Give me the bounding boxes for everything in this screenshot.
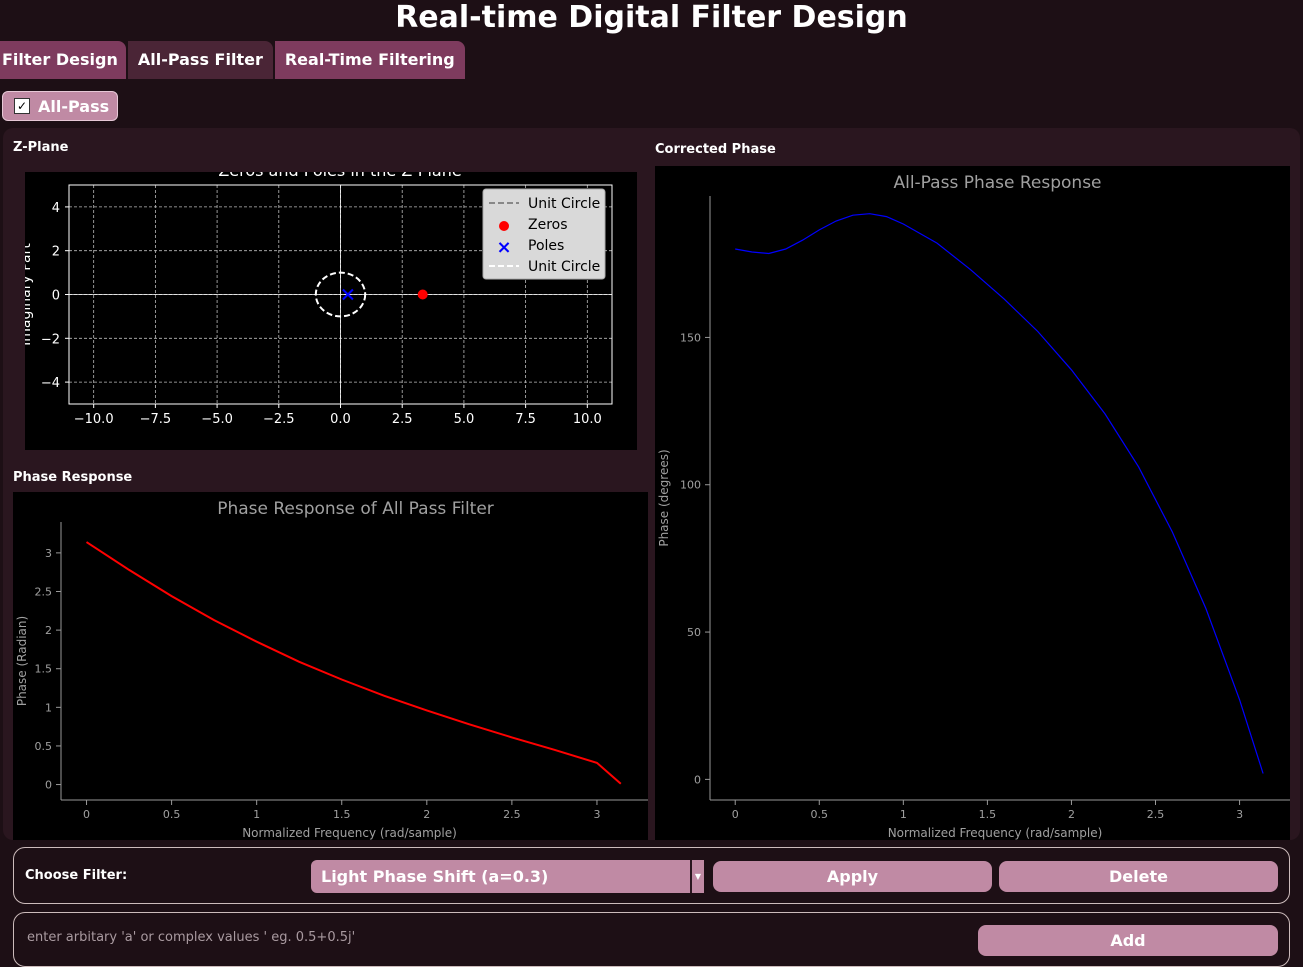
tab-real-time-filtering[interactable]: Real-Time Filtering bbox=[274, 41, 465, 79]
zplane-xtick-label: −7.5 bbox=[140, 412, 172, 427]
tab-bar: Filter Design All-Pass Filter Real-Time … bbox=[0, 41, 465, 79]
phase-ylabel: Phase (Radian) bbox=[15, 616, 29, 706]
corrected-xlabel: Normalized Frequency (rad/sample) bbox=[888, 826, 1103, 840]
custom-value-input[interactable]: enter arbitary 'a' or complex values ' e… bbox=[27, 930, 356, 945]
zplane-ytick-label: −2 bbox=[41, 332, 60, 347]
legend-zero-swatch bbox=[499, 221, 509, 231]
zplane-legend-box bbox=[482, 188, 606, 280]
phase-xtick-label: 3 bbox=[593, 808, 600, 821]
checkmark-icon: ✓ bbox=[14, 98, 30, 114]
corrected-ytick-label: 100 bbox=[680, 479, 701, 492]
corrected-xtick-label: 2 bbox=[1068, 808, 1075, 821]
all-pass-checkbox[interactable]: ✓ All-Pass bbox=[2, 91, 118, 121]
zplane-ylabel: Imaginary Part bbox=[25, 243, 34, 346]
phase-ytick-label: 2.5 bbox=[35, 586, 53, 599]
corrected-xtick-label: 0.5 bbox=[811, 808, 829, 821]
zplane-ytick-label: −4 bbox=[41, 376, 60, 391]
zplane-unit-circle bbox=[314, 271, 367, 318]
phase-ytick-label: 0 bbox=[45, 779, 52, 792]
add-button[interactable]: Add bbox=[978, 925, 1278, 956]
phase-title: Phase Response of All Pass Filter bbox=[217, 499, 494, 519]
phase-series-line bbox=[85, 541, 622, 785]
zplane-xtick-label: 0.0 bbox=[330, 412, 351, 427]
zplane-xtick-label: −5.0 bbox=[201, 412, 233, 427]
phase-section-label: Phase Response bbox=[13, 470, 133, 485]
corrected-title: All-Pass Phase Response bbox=[893, 173, 1101, 193]
zplane-xtick-label: −10.0 bbox=[74, 412, 114, 427]
phase-ytick-label: 3 bbox=[45, 547, 52, 560]
zplane-legend-entry: Unit Circle bbox=[528, 259, 600, 275]
zplane-legend-entry: Zeros bbox=[528, 217, 568, 233]
phase-plot[interactable]: Phase Response of All Pass Filter 0 0.5 1 1.… bbox=[13, 492, 648, 840]
corrected-xtick-label: 0 bbox=[732, 808, 739, 821]
zplane-zero-marker bbox=[417, 289, 428, 300]
zplane-xtick-label: 2.5 bbox=[392, 412, 413, 427]
zplane-legend-entry: Poles bbox=[528, 238, 564, 254]
corrected-ylabel: Phase (degrees) bbox=[657, 449, 671, 546]
phase-xtick-label: 2 bbox=[423, 808, 430, 821]
phase-xtick-label: 1 bbox=[253, 808, 260, 821]
phase-xtick-label: 2.5 bbox=[503, 808, 521, 821]
corrected-xtick-label: 1.5 bbox=[979, 808, 997, 821]
zplane-ytick-label: 0 bbox=[52, 289, 60, 304]
tab-all-pass-filter[interactable]: All-Pass Filter bbox=[127, 41, 273, 79]
corrected-xtick-label: 1 bbox=[900, 808, 907, 821]
phase-svg: Phase Response of All Pass Filter 0 0.5 1 1.… bbox=[15, 499, 648, 840]
zplane-xtick-label: 5.0 bbox=[454, 412, 475, 427]
corrected-section-label: Corrected Phase bbox=[655, 142, 776, 157]
corrected-series-line bbox=[735, 213, 1264, 774]
chevron-down-icon[interactable]: ▼ bbox=[690, 860, 704, 893]
all-pass-checkbox-label: All-Pass bbox=[38, 96, 110, 116]
tab-filter-design[interactable]: Filter Design bbox=[0, 41, 126, 79]
phase-xlabel: Normalized Frequency (rad/sample) bbox=[242, 826, 457, 840]
zplane-xtick-label: 10.0 bbox=[573, 412, 602, 427]
corrected-xtick-label: 3 bbox=[1236, 808, 1243, 821]
page-title: Real-time Digital Filter Design bbox=[395, 0, 908, 35]
phase-ytick-label: 1 bbox=[45, 701, 52, 714]
zplane-legend-entry: Unit Circle bbox=[528, 196, 600, 212]
phase-ytick-label: 1.5 bbox=[35, 663, 53, 676]
corrected-ytick-label: 150 bbox=[680, 331, 701, 344]
zplane-xtick-label: 7.5 bbox=[515, 412, 536, 427]
phase-ytick-label: 0.5 bbox=[35, 740, 53, 753]
phase-ytick-label: 2 bbox=[45, 624, 52, 637]
corrected-ytick-label: 50 bbox=[687, 626, 701, 639]
zplane-ytick-label: 2 bbox=[52, 245, 60, 260]
zplane-section-label: Z-Plane bbox=[13, 140, 69, 155]
phase-xtick-label: 0.5 bbox=[163, 808, 181, 821]
zplane-svg: Zeros and Poles in the Z-Plane Imaginary … bbox=[25, 172, 613, 427]
zplane-plot[interactable]: Zeros and Poles in the Z-Plane Imaginary … bbox=[25, 172, 637, 450]
legend-pole-swatch: × bbox=[496, 237, 511, 258]
phase-xtick-label: 0 bbox=[83, 808, 90, 821]
zplane-xtick-label: −2.5 bbox=[263, 412, 295, 427]
zplane-title: Zeros and Poles in the Z-Plane bbox=[218, 172, 461, 180]
apply-button[interactable]: Apply bbox=[713, 861, 992, 892]
filter-select[interactable]: Light Phase Shift (a=0.3) ▼ bbox=[311, 860, 704, 893]
corrected-xtick-label: 2.5 bbox=[1147, 808, 1165, 821]
zplane-ytick-label: 4 bbox=[52, 201, 60, 216]
phase-xtick-label: 1.5 bbox=[333, 808, 351, 821]
corrected-plot[interactable]: All-Pass Phase Response 0 0.5 1 1.5 2 2.5 3 0 50 1… bbox=[655, 166, 1290, 840]
choose-filter-label: Choose Filter: bbox=[25, 868, 128, 883]
corrected-svg: All-Pass Phase Response 0 0.5 1 1.5 2 2.5 3 0 50 1… bbox=[657, 173, 1290, 840]
zplane-pole-marker bbox=[342, 288, 354, 301]
filter-select-value: Light Phase Shift (a=0.3) bbox=[321, 867, 549, 886]
corrected-ytick-label: 0 bbox=[694, 773, 701, 786]
delete-button[interactable]: Delete bbox=[999, 861, 1278, 892]
